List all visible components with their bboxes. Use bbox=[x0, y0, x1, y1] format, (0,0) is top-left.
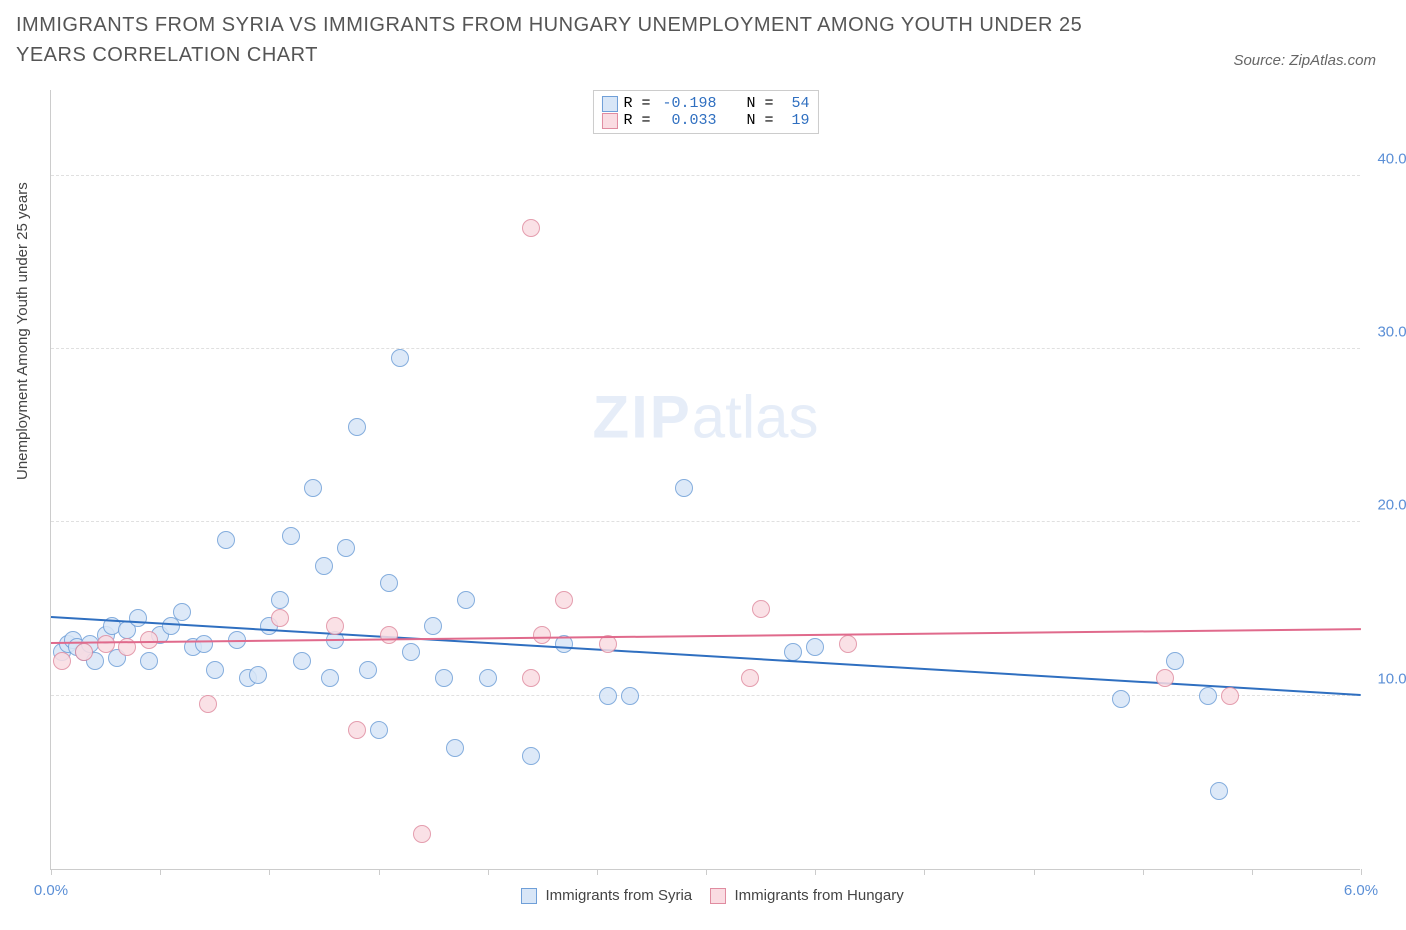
x-tick bbox=[269, 869, 270, 875]
x-tick bbox=[706, 869, 707, 875]
data-point bbox=[304, 479, 322, 497]
gridline bbox=[51, 521, 1360, 522]
data-point bbox=[282, 527, 300, 545]
data-point bbox=[249, 666, 267, 684]
gridline bbox=[51, 348, 1360, 349]
data-point bbox=[348, 418, 366, 436]
y-tick-label: 20.0% bbox=[1365, 497, 1406, 514]
data-point bbox=[97, 635, 115, 653]
data-point bbox=[1166, 652, 1184, 670]
x-tick bbox=[379, 869, 380, 875]
data-point bbox=[435, 669, 453, 687]
swatch-hungary bbox=[601, 113, 617, 129]
data-point bbox=[271, 591, 289, 609]
data-point bbox=[555, 591, 573, 609]
data-point bbox=[413, 825, 431, 843]
legend-row-syria: R = -0.198 N = 54 bbox=[601, 95, 809, 112]
watermark: ZIPatlas bbox=[592, 383, 818, 452]
x-tick bbox=[51, 869, 52, 875]
data-point bbox=[741, 669, 759, 687]
gridline bbox=[51, 175, 1360, 176]
data-point bbox=[326, 617, 344, 635]
data-point bbox=[752, 600, 770, 618]
data-point bbox=[129, 609, 147, 627]
data-point bbox=[293, 652, 311, 670]
x-tick bbox=[1252, 869, 1253, 875]
legend-label-hungary: Immigrants from Hungary bbox=[735, 887, 904, 904]
data-point bbox=[199, 695, 217, 713]
correlation-legend: R = -0.198 N = 54 R = 0.033 N = 19 bbox=[592, 90, 818, 134]
y-tick-label: 40.0% bbox=[1365, 150, 1406, 167]
data-point bbox=[621, 687, 639, 705]
x-tick-label: 0.0% bbox=[34, 882, 68, 899]
y-tick-label: 30.0% bbox=[1365, 324, 1406, 341]
trend-line bbox=[51, 628, 1361, 644]
x-tick-label: 6.0% bbox=[1344, 882, 1378, 899]
data-point bbox=[675, 479, 693, 497]
x-tick bbox=[1034, 869, 1035, 875]
source-attribution: Source: ZipAtlas.com bbox=[1233, 52, 1376, 69]
data-point bbox=[140, 652, 158, 670]
data-point bbox=[457, 591, 475, 609]
n-value-syria: 54 bbox=[780, 95, 810, 112]
n-value-hungary: 19 bbox=[780, 112, 810, 129]
series-legend: Immigrants from Syria Immigrants from Hu… bbox=[51, 887, 1360, 904]
data-point bbox=[784, 643, 802, 661]
legend-row-hungary: R = 0.033 N = 19 bbox=[601, 112, 809, 129]
data-point bbox=[271, 609, 289, 627]
data-point bbox=[380, 574, 398, 592]
y-axis-label: Unemployment Among Youth under 25 years bbox=[14, 182, 31, 480]
x-tick bbox=[815, 869, 816, 875]
x-tick bbox=[160, 869, 161, 875]
x-tick bbox=[488, 869, 489, 875]
x-tick bbox=[1361, 869, 1362, 875]
swatch-hungary-bottom bbox=[710, 888, 726, 904]
data-point bbox=[533, 626, 551, 644]
x-tick bbox=[1143, 869, 1144, 875]
data-point bbox=[1210, 782, 1228, 800]
data-point bbox=[321, 669, 339, 687]
chart-title: IMMIGRANTS FROM SYRIA VS IMMIGRANTS FROM… bbox=[16, 10, 1116, 70]
r-value-hungary: 0.033 bbox=[656, 112, 716, 129]
data-point bbox=[1199, 687, 1217, 705]
data-point bbox=[370, 721, 388, 739]
data-point bbox=[173, 603, 191, 621]
data-point bbox=[599, 687, 617, 705]
swatch-syria-bottom bbox=[521, 888, 537, 904]
data-point bbox=[337, 539, 355, 557]
data-point bbox=[522, 747, 540, 765]
data-point bbox=[206, 661, 224, 679]
data-point bbox=[1156, 669, 1174, 687]
y-tick-label: 10.0% bbox=[1365, 670, 1406, 687]
data-point bbox=[479, 669, 497, 687]
scatter-plot-area: ZIPatlas R = -0.198 N = 54 R = 0.033 N =… bbox=[50, 90, 1360, 870]
x-tick bbox=[597, 869, 598, 875]
gridline bbox=[51, 695, 1360, 696]
data-point bbox=[1112, 690, 1130, 708]
data-point bbox=[806, 638, 824, 656]
data-point bbox=[348, 721, 366, 739]
data-point bbox=[380, 626, 398, 644]
data-point bbox=[359, 661, 377, 679]
data-point bbox=[1221, 687, 1239, 705]
legend-label-syria: Immigrants from Syria bbox=[545, 887, 692, 904]
data-point bbox=[391, 349, 409, 367]
data-point bbox=[217, 531, 235, 549]
data-point bbox=[195, 635, 213, 653]
data-point bbox=[75, 643, 93, 661]
data-point bbox=[522, 219, 540, 237]
data-point bbox=[53, 652, 71, 670]
r-value-syria: -0.198 bbox=[656, 95, 716, 112]
data-point bbox=[315, 557, 333, 575]
data-point bbox=[424, 617, 442, 635]
x-tick bbox=[924, 869, 925, 875]
data-point bbox=[522, 669, 540, 687]
swatch-syria bbox=[601, 96, 617, 112]
data-point bbox=[839, 635, 857, 653]
data-point bbox=[446, 739, 464, 757]
data-point bbox=[402, 643, 420, 661]
